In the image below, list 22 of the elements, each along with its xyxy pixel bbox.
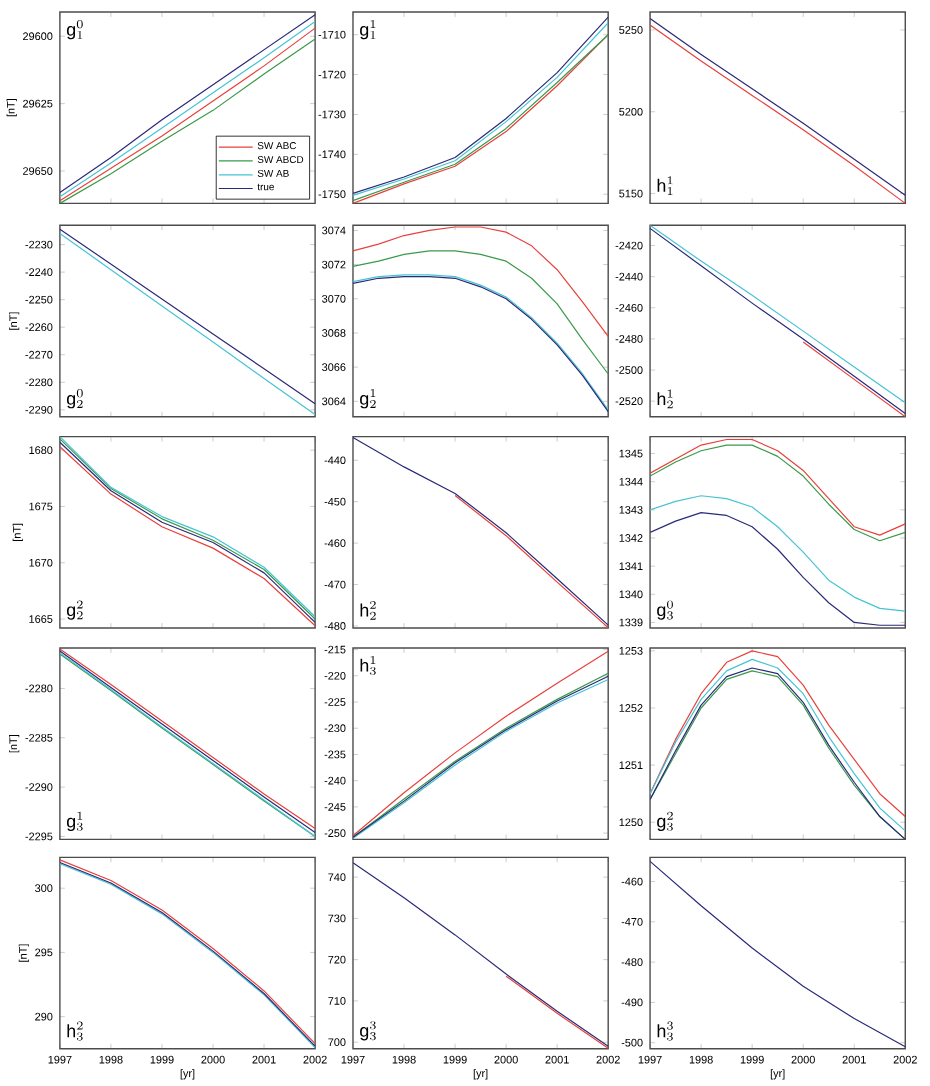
annotation: $\mathrm{h}_{3}^{1}$ xyxy=(360,656,377,676)
annotation: $\mathrm{h}_{2}^{1}$ xyxy=(658,389,674,409)
annotation: $\mathrm{g}_{3}^{3}$ xyxy=(360,1021,377,1041)
annotation: $\mathrm{g}_{1}^{1}$ xyxy=(360,20,376,40)
annotation: $\mathrm{h}_{1}^{1}$ xyxy=(658,176,673,196)
annotation: $\mathrm{g}_{3}^{1}$ xyxy=(67,811,84,832)
annotation: $\mathrm{g}_{3}^{2}$ xyxy=(657,811,674,832)
annotation: $\mathrm{g}_{3}^{0}$ xyxy=(657,600,674,620)
line-series xyxy=(454,494,609,629)
annotation: $\mathrm{g}_{2}^{1}$ xyxy=(360,389,377,409)
line-series xyxy=(353,226,609,337)
annotation: $\mathrm{h}_{3}^{2}$ xyxy=(67,1021,84,1041)
annotation: $\mathrm{g}_{2}^{0}$ xyxy=(67,389,84,409)
line-series xyxy=(353,250,609,375)
line-series xyxy=(650,512,906,626)
line-series xyxy=(353,436,609,626)
line-series xyxy=(353,862,609,1047)
annotation: $\mathrm{g}_{2}^{2}$ xyxy=(67,600,84,620)
annotation: $\mathrm{h}_{3}^{3}$ xyxy=(658,1021,674,1041)
annotation: $\mathrm{g}_{1}^{0}$ xyxy=(67,20,84,40)
annotation: $\mathrm{h}_{2}^{2}$ xyxy=(360,600,377,620)
line-series xyxy=(650,860,906,1048)
